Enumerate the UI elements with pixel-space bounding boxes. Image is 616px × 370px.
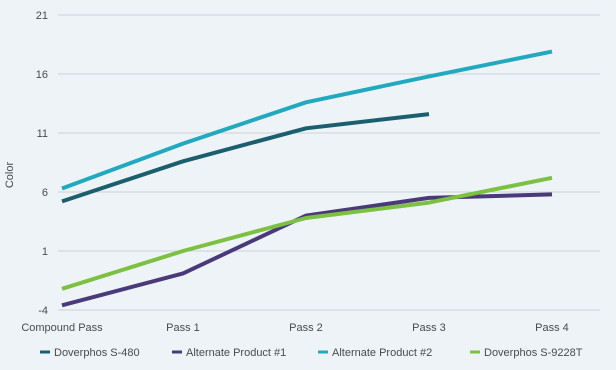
- series-line-2: [61, 192, 553, 308]
- gridlines: [58, 14, 600, 311]
- series-line-4: [61, 175, 553, 291]
- x-tick-label: Pass 3: [412, 322, 446, 334]
- series-line-3: [61, 49, 553, 191]
- series-lines: [61, 49, 553, 308]
- y-tick-label: 1: [42, 246, 48, 258]
- y-tick-label: -4: [38, 305, 48, 317]
- y-tick-label: 16: [36, 69, 48, 81]
- legend-label: Doverphos S-480: [54, 347, 140, 359]
- x-tick-label: Pass 4: [535, 322, 569, 334]
- legend: Doverphos S-480 Alternate Product #1 Alter…: [40, 347, 583, 359]
- y-axis-title: Color: [4, 162, 16, 189]
- y-tick-label: 21: [36, 10, 48, 22]
- legend-label: Alternate Product #1: [186, 347, 286, 359]
- y-tick-label: 11: [37, 128, 48, 140]
- legend-label: Alternate Product #2: [332, 347, 432, 359]
- x-tick-label: Pass 1: [166, 322, 200, 334]
- x-tick-label: Pass 2: [289, 322, 323, 334]
- legend-label: Doverphos S-9228T: [484, 347, 583, 359]
- y-axis: 21 16 11 6 1 -4: [36, 10, 48, 317]
- x-axis: Compound Pass Pass 1 Pass 2 Pass 3 Pass 4: [21, 322, 568, 334]
- x-tick-label: Compound Pass: [21, 322, 103, 334]
- y-tick-label: 6: [42, 187, 48, 199]
- series-line-1: [61, 112, 430, 204]
